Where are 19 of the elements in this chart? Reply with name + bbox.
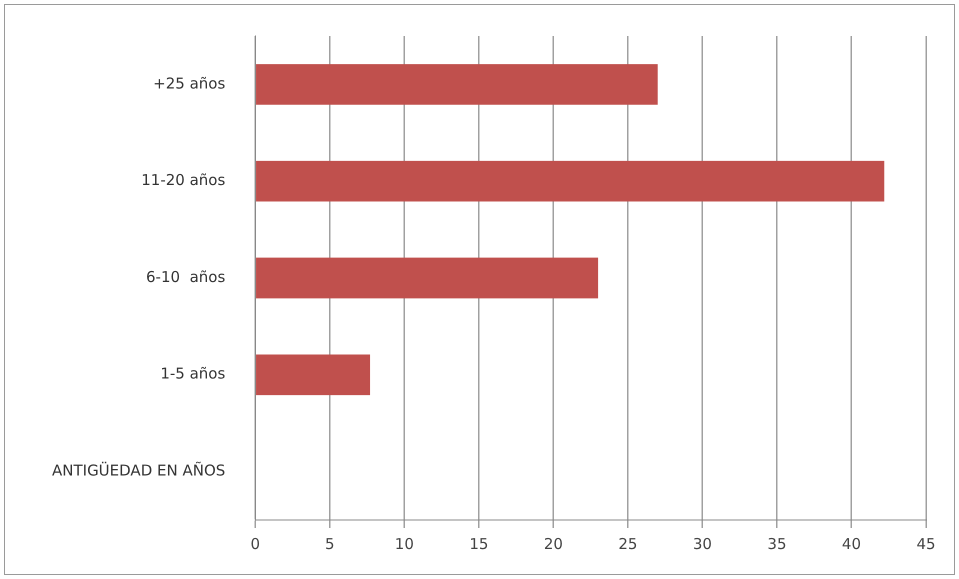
x-tick-label: 40: [842, 534, 862, 553]
x-tick-label: 45: [916, 534, 936, 553]
x-tick-label: 0: [250, 534, 260, 553]
y-tick-label: 6-10 años: [146, 268, 226, 286]
bar: [256, 64, 658, 105]
x-tick-label: 35: [767, 534, 786, 553]
x-tick-label: 20: [544, 534, 563, 553]
bar: [256, 258, 598, 298]
bar: [256, 160, 884, 202]
x-tick-label: 25: [618, 534, 638, 553]
y-tick-label: ANTIGÜEDAD EN AÑOS: [52, 461, 226, 480]
y-tick-label: 11-20 años: [141, 171, 226, 190]
x-tick-label: 10: [394, 534, 414, 553]
x-tick-label: 5: [325, 534, 335, 553]
y-tick-label: 1-5 años: [160, 364, 226, 383]
x-tick-label: 30: [692, 534, 712, 553]
x-tick-label: 15: [469, 534, 488, 553]
bar: [256, 354, 370, 396]
y-tick-label: +25 años: [153, 74, 226, 92]
